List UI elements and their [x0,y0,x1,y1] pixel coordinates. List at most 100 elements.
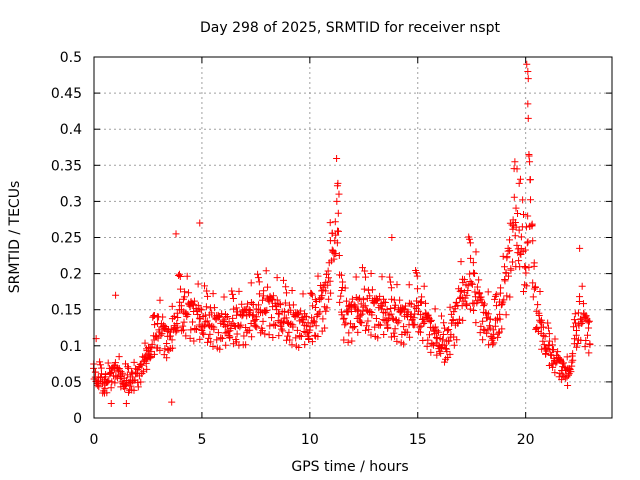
data-point [249,300,257,308]
data-point [423,342,431,350]
data-point [476,289,484,297]
x-tick-label: 15 [409,432,427,448]
data-point [254,270,262,278]
data-point [387,278,395,286]
data-point [266,322,274,330]
data-point [483,314,491,322]
data-point [204,292,212,300]
data-point [139,367,147,375]
data-point [363,322,371,330]
data-point [515,179,523,187]
data-point [360,285,368,293]
data-point [359,296,367,304]
data-point [394,319,402,327]
data-point [473,299,481,307]
data-point [284,332,292,340]
data-point [520,210,527,218]
data-point [148,340,156,348]
data-point [289,301,297,309]
data-point [182,309,190,317]
grid-lines [94,57,612,418]
data-point [523,282,531,290]
data-point [422,299,430,307]
data-point [507,265,515,273]
data-point [479,336,487,344]
data-point [387,284,395,292]
data-point [255,301,263,309]
data-point [325,295,333,303]
data-point [324,281,332,289]
data-point [492,291,500,299]
data-point [505,272,513,280]
data-point [288,341,296,349]
data-point [180,293,188,301]
y-tick-label: 0.45 [51,86,82,102]
data-point [521,246,529,254]
data-point [147,353,155,361]
data-point [141,356,149,364]
data-point [312,304,320,312]
data-point [348,337,356,345]
x-tick-label: 0 [90,432,99,448]
data-point [335,251,343,259]
data-point [168,302,176,310]
data-point [255,290,263,298]
data-point [314,332,322,340]
plot-frame [93,56,613,419]
data-point [516,249,524,257]
data-point [125,364,133,372]
data-point [233,330,241,338]
data-point [195,314,203,322]
data-point [506,247,514,255]
data-point [467,254,475,262]
data-point [510,193,518,201]
data-point [509,258,517,266]
data-point [472,248,480,256]
data-point [222,341,230,349]
data-point [151,321,159,329]
data-point [157,331,165,339]
data-point [210,304,218,312]
data-point [259,292,267,300]
data-point [427,348,435,356]
data-point [372,297,380,305]
data-point [156,296,164,304]
data-point [317,295,325,303]
data-point [351,302,359,310]
data-point [475,276,483,284]
data-point [407,300,415,308]
data-point [209,343,217,351]
data-point [376,321,384,329]
data-point [232,304,240,312]
data-point [341,284,349,292]
y-tick-label: 0 [73,411,82,427]
data-point [315,295,323,303]
data-point [146,344,154,352]
data-point [384,316,392,324]
data-point [175,271,183,279]
data-point [491,322,499,330]
data-point [484,288,492,296]
data-point [503,253,511,261]
data-point [435,328,443,336]
data-point [531,283,539,291]
data-point [443,327,451,335]
data-point [285,328,293,336]
data-point [196,219,204,227]
data-point [471,288,479,296]
data-point [380,330,388,338]
data-point [270,320,278,328]
data-point [262,267,270,275]
data-point [338,311,346,319]
data-point [565,371,573,379]
data-point [269,292,277,300]
data-point [216,345,224,353]
data-point [438,336,446,344]
data-point [124,363,132,371]
data-point [432,333,440,341]
data-point [376,292,384,300]
data-point [168,336,176,344]
data-point [416,298,424,306]
data-point [410,314,418,322]
